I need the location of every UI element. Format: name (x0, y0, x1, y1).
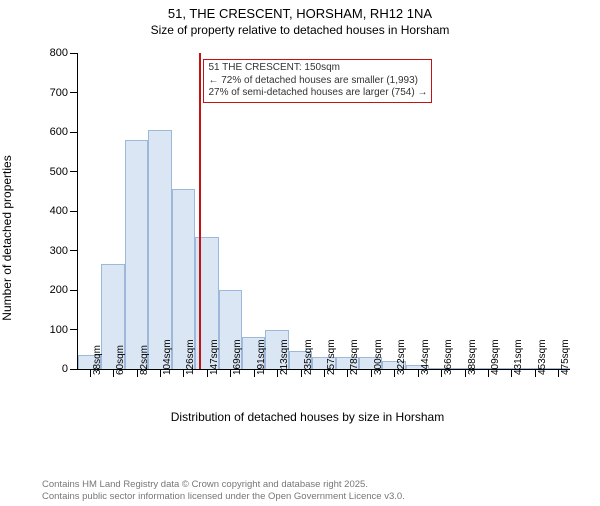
plot-area: 010020030040050060070080038sqm60sqm82sqm… (77, 53, 570, 370)
x-tick-label: 213sqm (279, 339, 290, 375)
x-tick-label: 104sqm (162, 339, 173, 375)
x-tick-label: 169sqm (232, 339, 243, 375)
x-axis-label: Distribution of detached houses by size … (35, 410, 580, 424)
x-tick (301, 369, 302, 377)
y-tick-label: 600 (50, 126, 78, 138)
x-tick-label: 388sqm (467, 339, 478, 375)
x-tick-label: 300sqm (373, 339, 384, 375)
marker-line (199, 53, 201, 369)
x-tick-label: 475sqm (560, 339, 571, 375)
chart-subtitle: Size of property relative to detached ho… (0, 23, 600, 37)
x-tick-label: 235sqm (303, 339, 314, 375)
y-tick-label: 400 (50, 205, 78, 217)
chart-title: 51, THE CRESCENT, HORSHAM, RH12 1NA (0, 6, 600, 22)
x-tick (277, 369, 278, 377)
x-tick (207, 369, 208, 377)
x-tick-label: 322sqm (396, 339, 407, 375)
chart-container: Number of detached properties 0100200300… (35, 48, 580, 428)
annotation-line: 51 THE CRESCENT: 150sqm (208, 62, 427, 75)
x-tick (137, 369, 138, 377)
x-tick-label: 344sqm (420, 339, 431, 375)
x-tick-label: 126sqm (185, 339, 196, 375)
x-tick (160, 369, 161, 377)
y-tick-label: 800 (50, 47, 78, 59)
x-tick (441, 369, 442, 377)
histogram-bar (148, 130, 171, 369)
x-tick-label: 191sqm (256, 339, 267, 375)
y-axis-label: Number of detached properties (0, 155, 14, 320)
x-tick-label: 366sqm (443, 339, 454, 375)
x-tick (90, 369, 91, 377)
annotation-line: ← 72% of detached houses are smaller (1,… (208, 75, 427, 88)
x-tick (418, 369, 419, 377)
annotation-line: 27% of semi-detached houses are larger (… (208, 87, 427, 100)
x-tick (465, 369, 466, 377)
x-tick-label: 257sqm (326, 339, 337, 375)
footer-line: Contains public sector information licen… (42, 491, 405, 502)
y-tick-label: 500 (50, 166, 78, 178)
x-tick-label: 38sqm (92, 345, 103, 375)
y-tick-label: 700 (50, 87, 78, 99)
x-tick-label: 431sqm (513, 339, 524, 375)
x-tick-label: 60sqm (115, 345, 126, 375)
x-tick (535, 369, 536, 377)
x-tick-label: 453sqm (537, 339, 548, 375)
x-tick-label: 82sqm (139, 345, 150, 375)
x-tick (324, 369, 325, 377)
histogram-bar (125, 140, 148, 369)
footer-attribution: Contains HM Land Registry data © Crown c… (42, 479, 405, 502)
y-tick-label: 0 (62, 363, 78, 375)
annotation-box: 51 THE CRESCENT: 150sqm← 72% of detached… (203, 59, 432, 103)
x-tick (113, 369, 114, 377)
x-tick (371, 369, 372, 377)
y-tick-label: 100 (50, 324, 78, 336)
x-tick (254, 369, 255, 377)
x-tick (488, 369, 489, 377)
footer-line: Contains HM Land Registry data © Crown c… (42, 479, 405, 490)
x-tick-label: 409sqm (490, 339, 501, 375)
x-tick-label: 147sqm (209, 339, 220, 375)
x-tick-label: 278sqm (349, 339, 360, 375)
y-tick-label: 200 (50, 284, 78, 296)
y-tick-label: 300 (50, 245, 78, 257)
